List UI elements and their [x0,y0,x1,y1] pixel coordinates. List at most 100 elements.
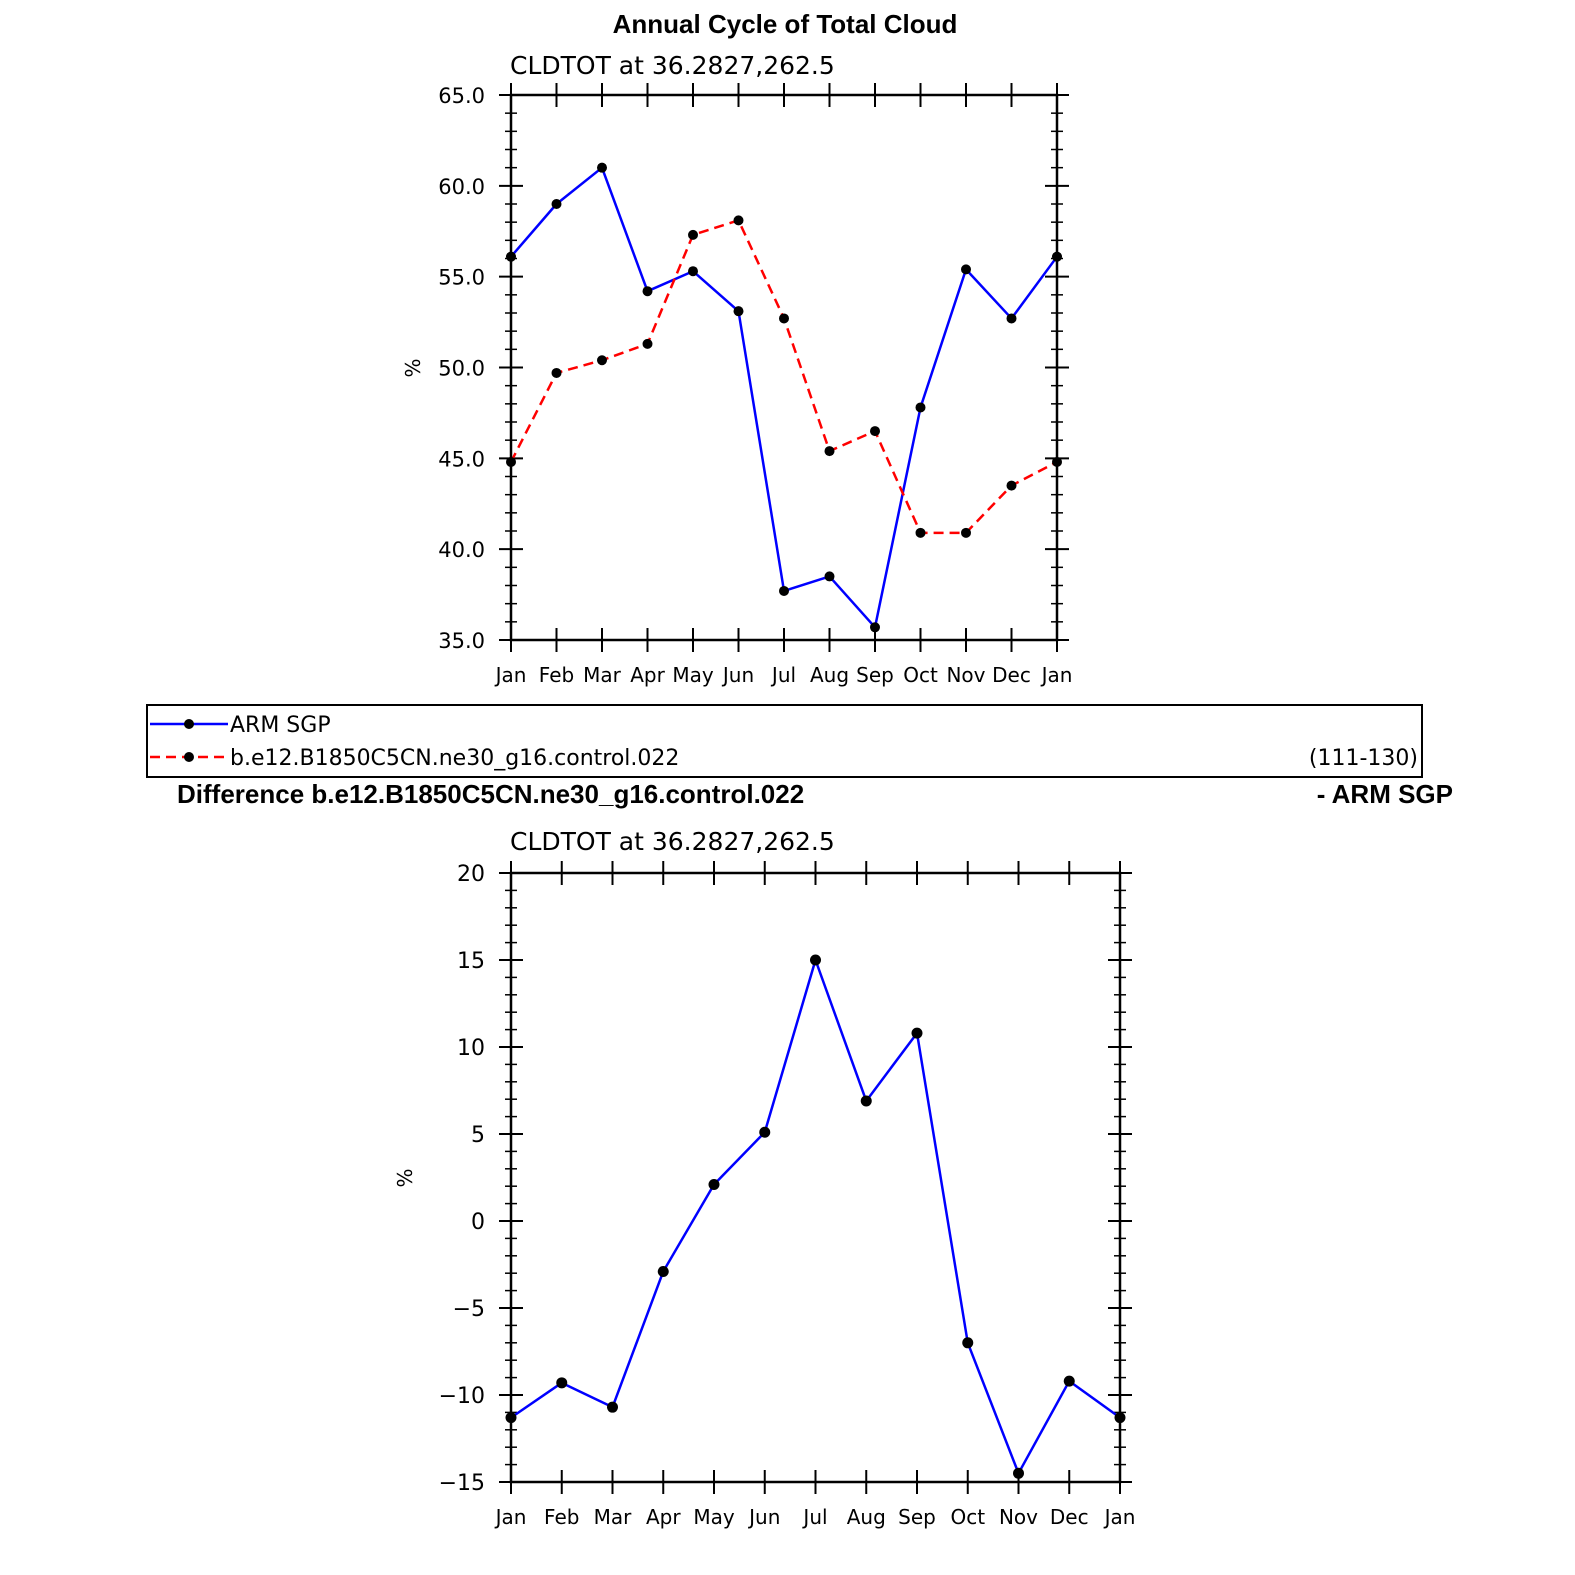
series-0-point [1114,1412,1126,1424]
x-tick-label: Jul [770,663,796,687]
x-tick-label: Jan [1103,1505,1136,1529]
series-0-point [733,306,744,317]
y-tick-label: 5 [471,1123,485,1148]
series-0-point [962,1337,974,1349]
series-0-point [870,622,880,633]
series-1-point [597,355,607,366]
series-0-point [505,1412,517,1424]
y-tick-label: 40.0 [438,538,485,562]
x-tick-label: Nov [946,663,985,687]
chart-bottom-subtitle: CLDTOT at 36.2827,262.5 [510,827,835,856]
series-0-point [556,1377,568,1389]
legend-marker-model [184,752,194,762]
series-0-point [642,286,653,297]
x-tick-label: Mar [583,663,622,687]
diff-title-left: Difference b.e12.B1850C5CN.ne30_g16.cont… [177,779,804,809]
x-tick-label: Jun [747,1505,780,1529]
series-0-point [688,266,698,277]
y-tick-label: 0 [471,1210,485,1235]
series-0-point [607,1401,618,1413]
x-tick-label: Oct [903,663,938,687]
y-tick-label: −15 [439,1471,485,1496]
y-tick-label: −5 [453,1297,485,1322]
series-0-point [1052,251,1062,262]
x-tick-label: Mar [594,1505,633,1529]
x-tick-label: Jan [494,1505,527,1529]
series-0-point [810,954,821,966]
series-0-point [1006,313,1017,324]
series-0-point [506,251,516,262]
y-tick-label: 65.0 [438,84,485,108]
series-1-point [915,527,926,538]
series-0-point [860,1095,872,1107]
x-tick-label: Jan [494,663,527,687]
chart-top-cloud-cycle: CLDTOT at 36.2827,262.5 % 35.0 40.0 45.0 50… [401,51,1072,687]
series-0-point [911,1027,923,1039]
y-tick-label: 50.0 [438,357,485,381]
y-tick-label: 60.0 [438,175,485,199]
series-line-0 [510,166,1059,629]
y-tick-label: 10 [457,1036,485,1061]
y-tick-label: 20 [457,862,485,887]
y-tick-label: 35.0 [438,629,485,653]
plot-frame [509,93,1059,642]
y-tick-label: 45.0 [438,447,485,471]
x-tick-label: Oct [950,1505,985,1529]
chart-bottom-difference: CLDTOT at 36.2827,262.5 % −15 −10 −5 0 5 10 15… [393,827,1135,1529]
series-1-point [1006,480,1017,491]
series-0-point [824,571,835,582]
series-1-point [642,338,653,349]
x-tick-label: Dec [992,663,1031,687]
x-tick-label: Feb [544,1505,579,1529]
x-tick-label: Jul [801,1505,827,1529]
series-0-point [597,162,607,173]
x-tick-label: May [672,663,714,687]
legend-box [146,704,1423,778]
chart-top-ylabel: % [401,358,425,377]
x-tick-label: Feb [539,663,574,687]
series-0-point [961,264,971,275]
series-1-point [870,426,880,437]
series-1-point [551,367,562,378]
series-0-point [1013,1467,1024,1479]
series-1-point [506,456,516,467]
series-0-point [779,585,789,596]
series-0-point [915,402,926,413]
series-1-point [779,313,789,324]
x-tick-label: Nov [999,1505,1038,1529]
legend: ARM SGP b.e12.B1850C5CN.ne30_g16.control… [146,704,1423,778]
series-1-point [1052,456,1062,467]
legend-label-model: b.e12.B1850C5CN.ne30_g16.control.022 [230,746,679,771]
x-tick-label: Sep [856,663,894,687]
series-1-point [961,527,971,538]
x-tick-label: Sep [898,1505,936,1529]
x-tick-label: Dec [1050,1505,1089,1529]
legend-label-arm-sgp: ARM SGP [230,713,331,738]
x-tick-label: Jan [1040,663,1073,687]
series-0-point [1063,1375,1075,1387]
series-1-point [688,229,698,240]
x-tick-label: May [693,1505,735,1529]
y-tick-label: −10 [439,1384,485,1409]
y-tick-label: 55.0 [438,266,485,290]
x-tick-label: Apr [630,663,665,687]
series-0-point [551,199,562,209]
series-0-point [657,1265,669,1277]
x-tick-label: Aug [810,663,849,687]
y-tick-label: 15 [457,949,485,974]
x-tick-label: Aug [847,1505,886,1529]
figure-title: Annual Cycle of Total Cloud [613,9,958,39]
series-1-point [824,446,835,457]
series-1-point [733,215,744,226]
series-line-0 [510,958,1121,1475]
legend-period: (111-130) [1309,746,1418,771]
x-tick-label: Jun [721,663,754,687]
diff-title-right: - ARM SGP [1317,779,1453,809]
chart-top-subtitle: CLDTOT at 36.2827,262.5 [510,51,835,80]
x-tick-label: Apr [646,1505,681,1529]
series-line-1 [509,219,1058,535]
series-0-point [759,1126,771,1138]
chart-bottom-ylabel: % [393,1168,417,1187]
legend-marker-arm-sgp [184,719,194,729]
